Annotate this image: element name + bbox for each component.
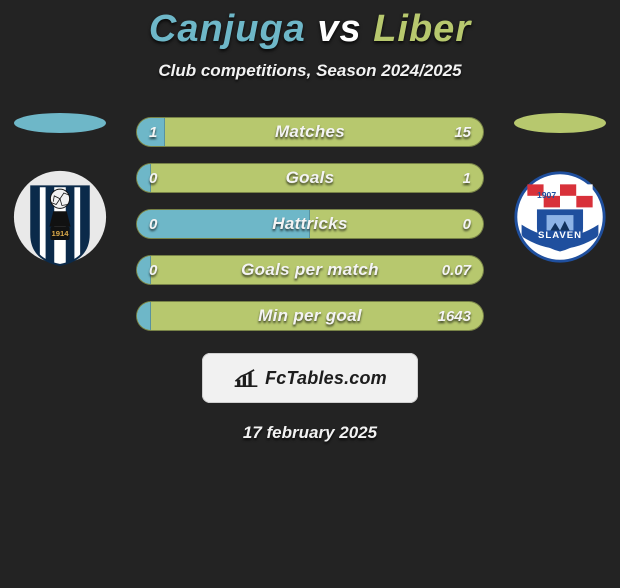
- player2-color-marker: [514, 113, 606, 133]
- stat-bar-goals-per-match: 0 Goals per match 0.07: [136, 255, 484, 285]
- stat-label: Matches: [137, 118, 483, 146]
- watermark-box: FcTables.com: [202, 353, 418, 403]
- svg-text:1914: 1914: [51, 229, 69, 238]
- stat-bar-min-per-goal: Min per goal 1643: [136, 301, 484, 331]
- lokomotiva-crest-icon: 1914: [12, 165, 108, 269]
- svg-text:1907: 1907: [537, 190, 556, 200]
- bar-chart-icon: [233, 368, 259, 388]
- club-crest-left: 1914: [12, 165, 108, 269]
- comparison-body: 1914 1907: [0, 117, 620, 331]
- player1-color-marker: [14, 113, 106, 133]
- stat-bars: 1 Matches 15 0 Goals 1 0 Hattricks 0 0 G…: [136, 117, 484, 331]
- stat-bar-hattricks: 0 Hattricks 0: [136, 209, 484, 239]
- player1-name: Canjuga: [149, 8, 306, 50]
- right-side-column: 1907 SLAVEN: [510, 117, 610, 269]
- player2-name: Liber: [373, 8, 471, 50]
- stat-right-value: 0: [463, 210, 471, 238]
- club-crest-right: 1907 SLAVEN: [512, 165, 608, 269]
- stat-label: Goals: [137, 164, 483, 192]
- watermark-text: FcTables.com: [265, 368, 387, 389]
- stat-right-value: 1: [463, 164, 471, 192]
- slaven-crest-icon: 1907 SLAVEN: [512, 169, 608, 265]
- stat-label: Min per goal: [137, 302, 483, 330]
- vs-word: vs: [317, 8, 361, 50]
- stat-bar-goals: 0 Goals 1: [136, 163, 484, 193]
- left-side-column: 1914: [10, 117, 110, 269]
- footer-date: 17 february 2025: [0, 423, 620, 443]
- stat-bar-matches: 1 Matches 15: [136, 117, 484, 147]
- comparison-title: Canjuga vs Liber: [0, 8, 620, 51]
- stat-label: Goals per match: [137, 256, 483, 284]
- stat-label: Hattricks: [137, 210, 483, 238]
- stat-right-value: 1643: [438, 302, 471, 330]
- subtitle: Club competitions, Season 2024/2025: [0, 61, 620, 81]
- stat-right-value: 15: [454, 118, 471, 146]
- svg-text:SLAVEN: SLAVEN: [538, 230, 582, 241]
- stat-right-value: 0.07: [442, 256, 471, 284]
